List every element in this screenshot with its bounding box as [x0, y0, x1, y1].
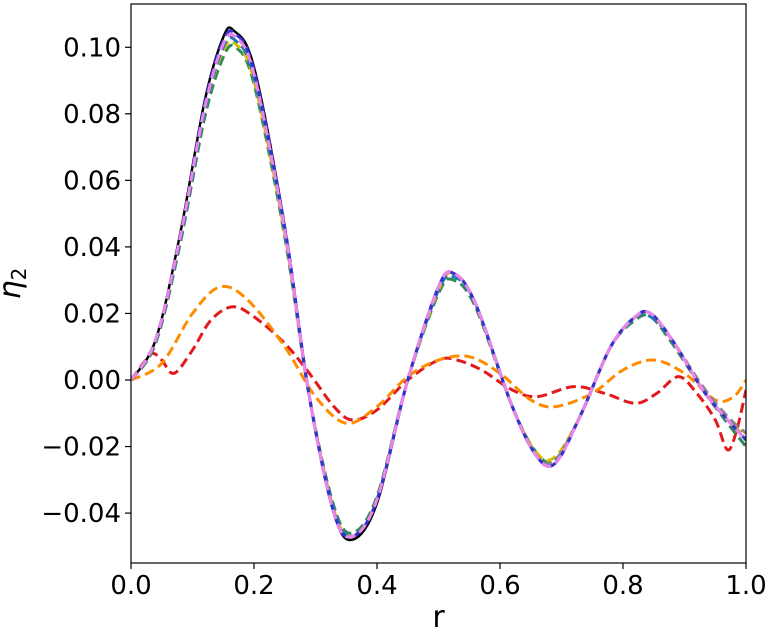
y-tick-label: −0.02 — [41, 433, 121, 463]
x-tick-label: 0.4 — [356, 571, 397, 601]
x-tick-label: 0.8 — [602, 571, 643, 601]
y-tick-label: 0.00 — [63, 366, 121, 396]
y-tick-label: 0.04 — [63, 233, 121, 263]
x-tick-label: 1.0 — [725, 571, 766, 601]
y-axis-label-sub: 2 — [7, 268, 31, 281]
y-axis-label: η2 — [0, 268, 31, 300]
series-layer — [131, 26, 746, 542]
y-tick-label: 0.06 — [63, 166, 121, 196]
y-tick-label: −0.04 — [41, 499, 121, 529]
x-tick-label: 0.6 — [479, 571, 520, 601]
x-tick-label: 0.0 — [110, 571, 151, 601]
y-tick-label: 0.02 — [63, 299, 121, 329]
plot-frame — [130, 3, 747, 564]
y-tick-label: 0.10 — [63, 33, 121, 63]
y-axis-label-main: η — [0, 280, 28, 299]
x-axis-label: r — [432, 600, 445, 633]
y-tick-label: 0.08 — [63, 100, 121, 130]
series-line-1 — [131, 305, 746, 452]
series-line-2 — [131, 284, 746, 425]
series-line-9 — [131, 32, 746, 539]
ticks-layer: 0.0 0.2 0.4 0.6 0.8 1.0 −0.04 −0.02 0.00 0.02 0.04… — [41, 33, 766, 601]
x-tick-label: 0.2 — [233, 571, 274, 601]
